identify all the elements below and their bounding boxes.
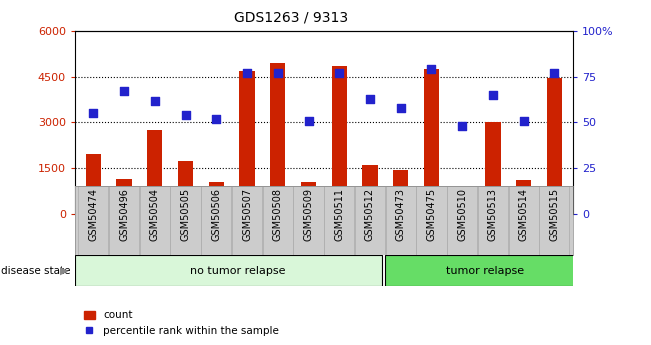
Bar xyxy=(331,66,347,214)
Bar xyxy=(109,186,139,255)
Point xyxy=(88,110,98,116)
Text: tumor relapse: tumor relapse xyxy=(446,266,524,276)
Bar xyxy=(547,78,562,214)
Text: GSM50514: GSM50514 xyxy=(519,188,529,241)
Bar xyxy=(385,255,585,286)
Bar xyxy=(270,63,285,214)
Point xyxy=(396,105,406,111)
Bar xyxy=(385,186,416,255)
Point xyxy=(334,70,344,76)
Bar xyxy=(363,165,378,214)
Bar xyxy=(516,180,531,214)
Bar xyxy=(447,186,477,255)
Point xyxy=(426,67,437,72)
Text: GSM50511: GSM50511 xyxy=(334,188,344,241)
Text: GSM50509: GSM50509 xyxy=(303,188,314,241)
Text: GSM50506: GSM50506 xyxy=(212,188,221,241)
Text: GSM50507: GSM50507 xyxy=(242,188,252,241)
Text: GSM50513: GSM50513 xyxy=(488,188,498,241)
Bar xyxy=(485,122,501,214)
Point xyxy=(119,89,130,94)
Bar xyxy=(540,186,570,255)
Text: no tumor relapse: no tumor relapse xyxy=(189,266,285,276)
Point xyxy=(518,118,529,124)
Point xyxy=(273,70,283,76)
Point xyxy=(488,92,498,98)
Bar xyxy=(301,182,316,214)
Point xyxy=(180,112,191,118)
Bar xyxy=(393,170,408,214)
Bar xyxy=(508,186,539,255)
Bar xyxy=(208,182,224,214)
Bar xyxy=(232,186,262,255)
Text: GSM50515: GSM50515 xyxy=(549,188,559,241)
Text: GSM50474: GSM50474 xyxy=(89,188,98,241)
Point xyxy=(303,118,314,124)
Bar xyxy=(140,186,170,255)
Point xyxy=(150,98,160,103)
Bar xyxy=(178,160,193,214)
Text: GSM50508: GSM50508 xyxy=(273,188,283,241)
Bar xyxy=(355,186,385,255)
Bar xyxy=(324,186,354,255)
Bar xyxy=(294,186,324,255)
Bar xyxy=(454,196,470,214)
Bar xyxy=(147,130,163,214)
Text: disease state: disease state xyxy=(1,266,71,276)
Text: ▶: ▶ xyxy=(59,266,68,276)
Bar xyxy=(478,186,508,255)
Bar xyxy=(86,155,101,214)
Text: GSM50505: GSM50505 xyxy=(180,188,191,241)
Text: GDS1263 / 9313: GDS1263 / 9313 xyxy=(234,10,348,24)
Text: GSM50504: GSM50504 xyxy=(150,188,159,241)
Legend: count, percentile rank within the sample: count, percentile rank within the sample xyxy=(80,306,283,340)
Text: GSM50473: GSM50473 xyxy=(396,188,406,241)
Point xyxy=(549,70,560,76)
Point xyxy=(457,124,467,129)
Bar xyxy=(78,186,108,255)
Text: GSM50512: GSM50512 xyxy=(365,188,375,241)
Point xyxy=(365,96,375,101)
Bar xyxy=(171,186,201,255)
Bar xyxy=(417,186,447,255)
Bar xyxy=(117,179,132,214)
Bar xyxy=(201,186,231,255)
Text: GSM50496: GSM50496 xyxy=(119,188,129,241)
Bar xyxy=(75,255,381,286)
Point xyxy=(211,116,221,121)
Text: GSM50475: GSM50475 xyxy=(426,188,436,241)
Bar xyxy=(240,71,255,214)
Bar xyxy=(424,69,439,214)
Bar xyxy=(263,186,293,255)
Text: GSM50510: GSM50510 xyxy=(457,188,467,241)
Point xyxy=(242,70,252,76)
